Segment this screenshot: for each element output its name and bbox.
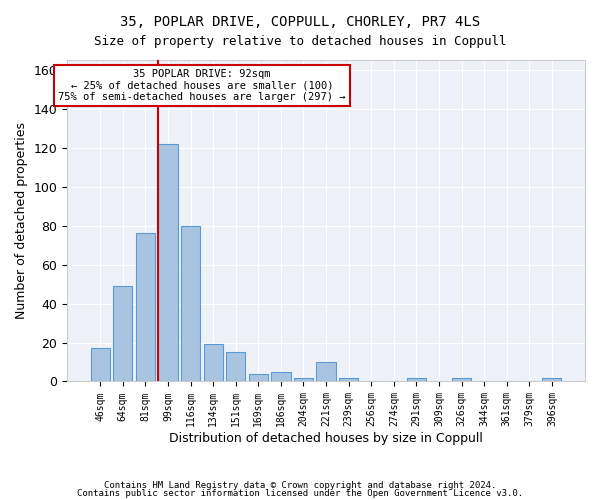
X-axis label: Distribution of detached houses by size in Coppull: Distribution of detached houses by size …	[169, 432, 483, 445]
Bar	[542, 378, 562, 382]
Bar	[226, 352, 245, 382]
Bar	[136, 234, 155, 382]
Bar	[249, 374, 268, 382]
Text: 35 POPLAR DRIVE: 92sqm
← 25% of detached houses are smaller (100)
75% of semi-de: 35 POPLAR DRIVE: 92sqm ← 25% of detached…	[58, 68, 346, 102]
Bar	[91, 348, 110, 382]
Bar	[203, 344, 223, 382]
Bar	[407, 378, 426, 382]
Bar	[158, 144, 178, 382]
Bar	[271, 372, 290, 382]
Bar	[339, 378, 358, 382]
Bar	[113, 286, 133, 382]
Bar	[294, 378, 313, 382]
Text: Size of property relative to detached houses in Coppull: Size of property relative to detached ho…	[94, 35, 506, 48]
Bar	[316, 362, 335, 382]
Bar	[181, 226, 200, 382]
Text: Contains HM Land Registry data © Crown copyright and database right 2024.: Contains HM Land Registry data © Crown c…	[104, 481, 496, 490]
Text: 35, POPLAR DRIVE, COPPULL, CHORLEY, PR7 4LS: 35, POPLAR DRIVE, COPPULL, CHORLEY, PR7 …	[120, 15, 480, 29]
Y-axis label: Number of detached properties: Number of detached properties	[15, 122, 28, 319]
Bar	[452, 378, 471, 382]
Text: Contains public sector information licensed under the Open Government Licence v3: Contains public sector information licen…	[77, 488, 523, 498]
